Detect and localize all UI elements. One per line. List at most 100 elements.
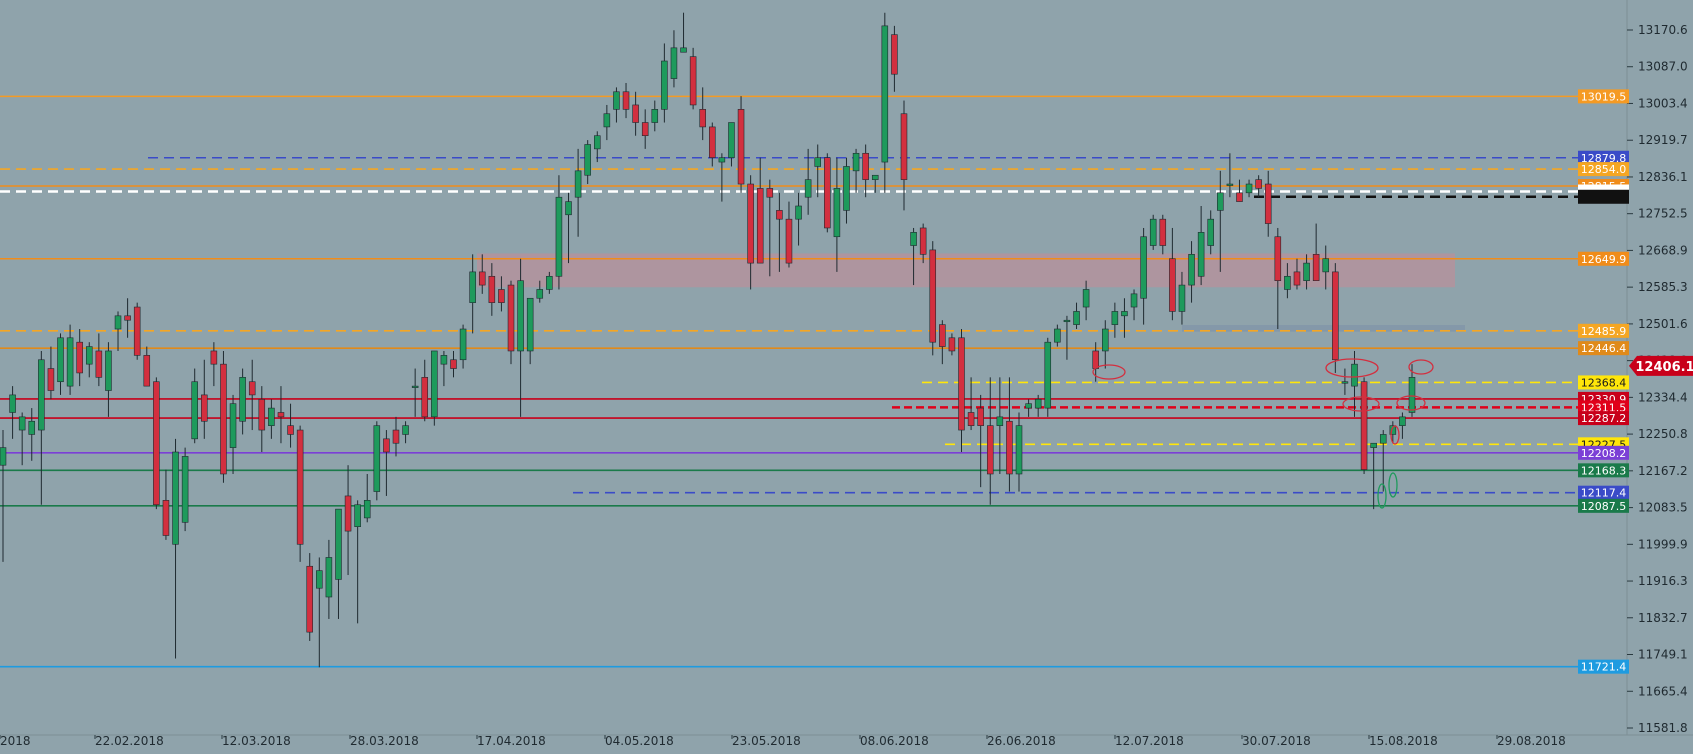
x-tick-label: 12.03.2018 xyxy=(222,734,291,748)
candle-body xyxy=(977,407,984,426)
candle-body xyxy=(737,109,745,185)
annotation-ellipse xyxy=(1342,396,1380,412)
candle-body xyxy=(1197,232,1205,277)
candle xyxy=(517,258,524,417)
annotation-ellipse xyxy=(1390,425,1400,445)
candle-body xyxy=(728,122,735,158)
candle-body xyxy=(555,196,563,277)
candle xyxy=(1207,210,1214,255)
candle xyxy=(1389,421,1397,444)
y-tick-label: 11832.7 xyxy=(1638,611,1688,625)
level-badge-label: 12117.4 xyxy=(1581,487,1627,500)
candle-body xyxy=(201,394,208,422)
annotations xyxy=(1092,358,1434,509)
candle xyxy=(469,254,476,334)
candle xyxy=(699,87,706,141)
candle xyxy=(9,386,16,439)
candle-body xyxy=(316,570,323,589)
candle-body xyxy=(958,337,965,431)
candle xyxy=(1245,179,1253,198)
candle-body xyxy=(354,504,361,528)
y-tick-label: 11916.3 xyxy=(1638,574,1688,588)
candle-body xyxy=(862,152,869,180)
level-badge-bg xyxy=(1578,485,1629,500)
level-badge: 12208.2 xyxy=(1578,445,1629,460)
candle-body xyxy=(172,451,179,545)
candle-body xyxy=(939,324,946,347)
candle-body xyxy=(411,385,419,388)
candle xyxy=(1322,245,1330,290)
candle-body xyxy=(421,377,429,418)
level-badge-bg xyxy=(1578,375,1629,390)
y-tick-label: 12919.7 xyxy=(1638,133,1688,147)
candle-body xyxy=(1159,218,1167,246)
time-axis[interactable]: 2018 22.02.2018 12.03.2018 28.03.2018 17.04.… xyxy=(0,734,1566,748)
level-badge-bg xyxy=(1578,659,1629,674)
candle xyxy=(1169,227,1176,321)
candle xyxy=(1111,302,1119,338)
candle-body xyxy=(929,249,937,343)
level-badge-bg xyxy=(1578,189,1629,204)
candle-body xyxy=(546,275,553,290)
candle xyxy=(335,508,342,619)
candle xyxy=(431,350,438,426)
candle-body xyxy=(756,188,764,264)
candle xyxy=(795,192,802,246)
level-badge-label: 12649.9 xyxy=(1581,253,1627,266)
candle-body xyxy=(833,188,841,238)
level-badge xyxy=(1578,189,1629,204)
candle-body xyxy=(392,429,400,444)
candle-body xyxy=(1399,416,1406,426)
candle xyxy=(824,153,831,233)
level-badge: 12485.9 xyxy=(1578,323,1629,338)
candle xyxy=(1130,289,1138,321)
candle-body xyxy=(1130,293,1138,308)
candle-body xyxy=(565,201,572,216)
candle-body xyxy=(804,179,812,198)
candle-body xyxy=(1322,258,1330,273)
candle-body xyxy=(1121,311,1128,317)
y-tick-label: 12501.6 xyxy=(1638,317,1688,331)
level-badge-label: 12287.2 xyxy=(1581,412,1627,425)
candle-body xyxy=(1188,254,1195,286)
candle-body xyxy=(1207,218,1214,246)
x-tick-label: 15.08.2018 xyxy=(1369,734,1438,748)
candle-body xyxy=(1332,271,1339,361)
candle xyxy=(1015,412,1023,492)
annotation-ellipse xyxy=(1377,483,1387,509)
candle-body xyxy=(680,47,687,53)
y-tick-label: 12250.8 xyxy=(1638,427,1688,441)
candle-body xyxy=(709,126,716,158)
candle xyxy=(737,96,745,193)
level-badge-label: 12168.3 xyxy=(1581,464,1627,477)
candle xyxy=(1025,399,1032,417)
candle xyxy=(162,469,170,540)
candle xyxy=(1379,430,1387,492)
y-tick-label: 12836.1 xyxy=(1638,170,1688,184)
candle-body xyxy=(1073,311,1080,325)
candle xyxy=(900,100,908,211)
candle-body xyxy=(1351,363,1358,387)
candle xyxy=(1274,227,1282,330)
candle xyxy=(268,399,275,439)
level-badge: 12287.2 xyxy=(1578,411,1629,426)
candle xyxy=(1341,368,1349,395)
candle-body xyxy=(1389,425,1397,435)
candle xyxy=(756,157,764,264)
candle-body xyxy=(210,350,218,365)
candle xyxy=(1293,258,1301,290)
candle-body xyxy=(641,122,649,137)
candle-body xyxy=(670,47,678,79)
candle-body xyxy=(1255,179,1262,189)
candle-body xyxy=(1370,442,1377,448)
level-badge-label: 12446.4 xyxy=(1581,342,1627,355)
candle-body xyxy=(402,425,409,435)
level-badge: 12854.0 xyxy=(1578,162,1629,177)
candle xyxy=(1236,179,1243,202)
candles xyxy=(0,12,1416,668)
level-badge-label: 12368.4 xyxy=(1581,376,1627,389)
candle-body xyxy=(153,381,160,506)
candle-body xyxy=(517,280,524,352)
candle xyxy=(354,500,361,624)
